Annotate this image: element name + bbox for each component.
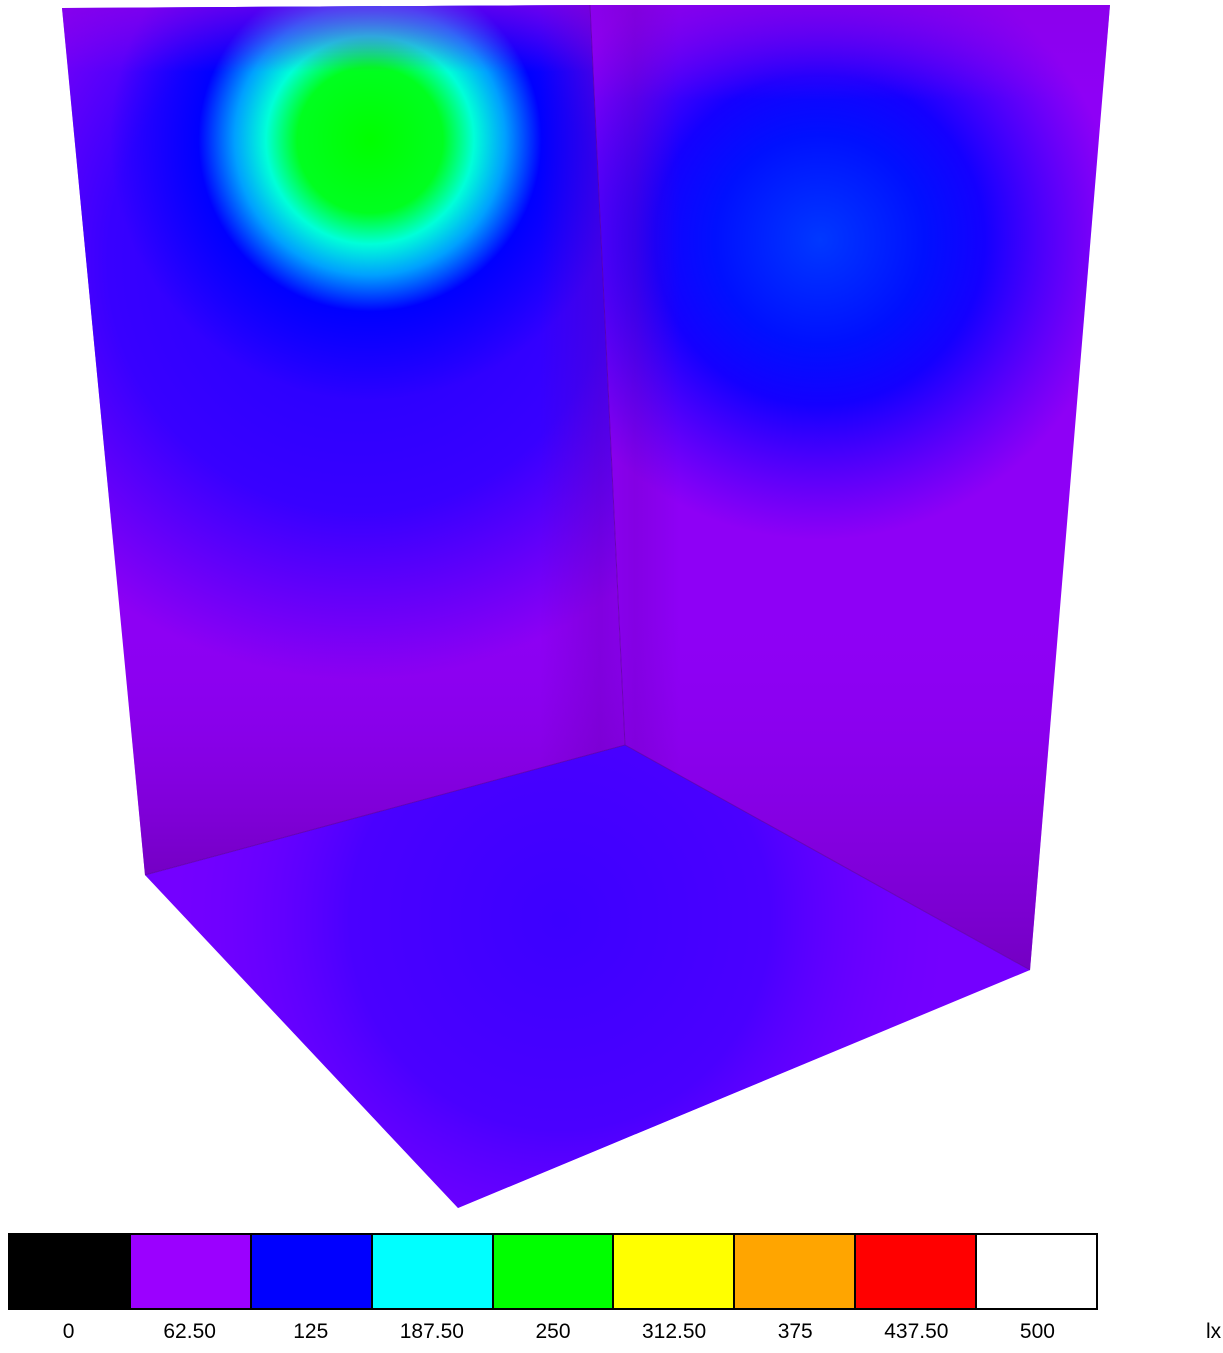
legend-tick-label: 312.50 bbox=[641, 1320, 707, 1343]
room-edges bbox=[144, 4, 1031, 971]
legend-swatch bbox=[735, 1235, 857, 1308]
legend-swatch bbox=[10, 1235, 131, 1308]
legend-tick-label: 250 bbox=[535, 1320, 571, 1343]
room-illuminance-render bbox=[62, 4, 1110, 1208]
legend-swatch bbox=[372, 1235, 494, 1308]
legend-tick-label: 437.50 bbox=[884, 1320, 949, 1343]
scale-unit-label: lx bbox=[1206, 1320, 1222, 1343]
legend-tick-label: 0 bbox=[62, 1320, 75, 1343]
legend-tick-label: 62.50 bbox=[163, 1320, 216, 1343]
legend-swatch bbox=[614, 1235, 736, 1308]
legend-tick-label: 375 bbox=[777, 1320, 813, 1343]
left-wall bbox=[62, 5, 625, 875]
legend-swatch bbox=[493, 1235, 615, 1308]
legend-tick-label: 125 bbox=[293, 1320, 329, 1343]
legend-swatch bbox=[251, 1235, 373, 1308]
legend-tick-label: 187.50 bbox=[399, 1320, 464, 1343]
legend-tick-label: 500 bbox=[1019, 1320, 1055, 1343]
legend-swatch bbox=[977, 1235, 1097, 1308]
color-scale-legend bbox=[8, 1233, 1098, 1310]
legend-swatch bbox=[856, 1235, 978, 1308]
legend-swatch bbox=[130, 1235, 252, 1308]
